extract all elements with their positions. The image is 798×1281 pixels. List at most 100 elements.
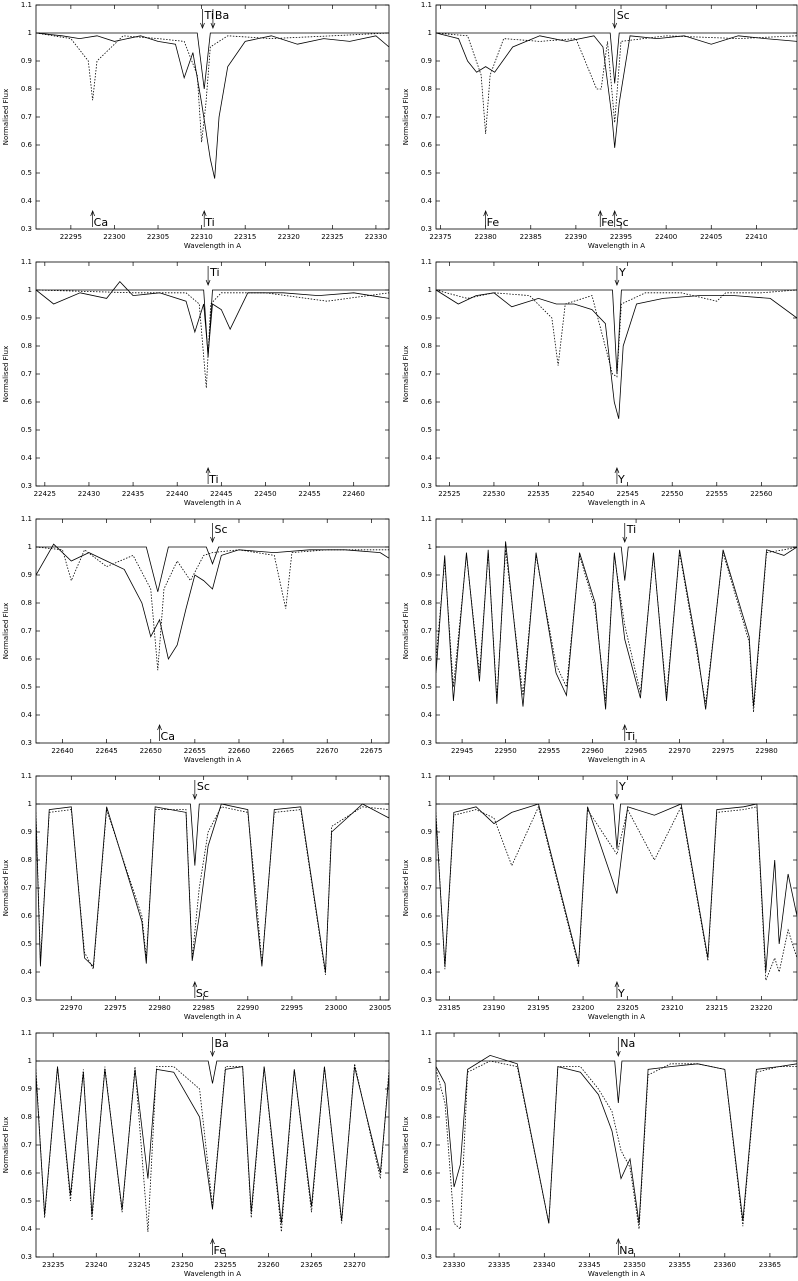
spectrum-line [436,289,797,419]
x-tick-label: 22550 [661,490,683,498]
y-tick-label: 0.3 [21,739,32,747]
y-tick-label: 0.8 [421,85,432,93]
x-tick-label: 22970 [60,1004,82,1012]
y-tick-label: 0.7 [421,884,432,892]
x-tick-label: 22545 [617,490,639,498]
x-tick-label: 22950 [494,747,516,755]
spectrum-line [36,1063,389,1232]
x-tick-label: 22380 [474,233,496,241]
spectrum-line [36,803,389,866]
y-tick-label: 0.5 [421,1197,432,1205]
element-label: Ti [626,523,636,536]
y-tick-label: 0.6 [21,398,33,406]
y-tick-label: 1 [28,800,32,808]
x-tick-label: 22435 [122,490,144,498]
y-tick-label: 0.8 [21,599,32,607]
x-tick-label: 22450 [254,490,276,498]
x-tick-label: 23330 [443,1261,465,1269]
y-tick-label: 0.7 [421,1141,432,1149]
x-tick-label: 22410 [745,233,767,241]
y-tick-label: 0.7 [21,884,32,892]
y-tick-label: 0.9 [421,828,432,836]
x-tick-label: 23185 [438,1004,460,1012]
arrow-head [200,22,205,29]
y-tick-label: 0.6 [21,655,33,663]
y-tick-label: 0.5 [21,1197,32,1205]
x-tick-label: 23340 [533,1261,555,1269]
y-tick-label: 1.1 [421,258,432,266]
arrow-head [597,210,603,217]
x-tick-label: 22985 [193,1004,215,1012]
y-tick-label: 0.5 [421,683,432,691]
y-tick-label: 0.9 [21,828,32,836]
x-axis-label: Wavelength in A [588,1270,645,1278]
arrow-head [612,210,618,217]
y-tick-label: 1 [428,543,432,551]
spectrum-line [36,543,389,661]
y-tick-label: 0.8 [421,599,432,607]
y-tick-label: 0.9 [21,314,32,322]
y-tick-label: 0.4 [421,711,433,719]
arrow-head [615,1050,621,1057]
y-tick-label: 0.3 [21,482,32,490]
y-tick-label: 0.4 [421,1225,433,1233]
arrow-head [483,210,488,217]
y-axis-label: Normalised Flux [2,89,10,145]
y-axis-label: Normalised Flux [402,346,410,402]
y-tick-label: 1.1 [421,515,432,523]
y-tick-label: 0.4 [21,711,33,719]
spectrum-line [36,546,389,671]
y-axis-label: Normalised Flux [402,603,410,659]
spectrum-line [36,32,389,90]
x-tick-label: 22980 [755,747,777,755]
arrow-head [90,210,95,217]
arrow-head [622,724,628,731]
y-tick-label: 0.7 [21,370,32,378]
element-label: Ti [204,216,214,229]
x-tick-label: 22525 [438,490,460,498]
y-axis-label: Normalised Flux [402,89,410,145]
element-label: Fe [214,1244,227,1257]
x-tick-label: 23240 [85,1261,107,1269]
x-tick-label: 22330 [365,233,387,241]
x-tick-label: 22540 [572,490,594,498]
x-tick-label: 22980 [148,1004,170,1012]
arrow-head [210,22,216,29]
x-tick-label: 22650 [140,747,162,755]
plot-frame [35,4,390,230]
spectrum-line [436,541,797,710]
y-tick-label: 0.3 [421,739,432,747]
y-tick-label: 0.3 [21,225,32,233]
spectrum-line [36,289,389,358]
x-tick-label: 22455 [298,490,320,498]
spectrum-line [36,32,389,143]
arrow-head [192,793,198,800]
x-tick-label: 22990 [237,1004,259,1012]
y-tick-label: 0.3 [21,996,32,1004]
y-tick-label: 0.8 [421,856,432,864]
x-tick-label: 23345 [578,1261,600,1269]
arrow-head [210,1238,215,1245]
arrow-head [615,1238,621,1245]
element-label: Ca [94,216,108,229]
x-tick-label: 22945 [451,747,473,755]
y-tick-label: 0.7 [421,627,432,635]
y-tick-label: 1.1 [21,515,32,523]
x-tick-label: 22320 [278,233,300,241]
x-tick-label: 22535 [527,490,549,498]
spectrum-line [436,805,797,981]
element-label: Sc [617,9,630,22]
x-tick-label: 22430 [78,490,100,498]
spectrum-line [36,280,389,355]
x-tick-label: 23250 [171,1261,193,1269]
element-label: Y [618,266,626,279]
spectrum-line [436,32,797,134]
element-label: Na [620,1037,635,1050]
x-tick-label: 22405 [700,233,722,241]
arrow-head [612,22,618,29]
y-tick-label: 0.6 [21,1169,33,1177]
x-tick-label: 23355 [669,1261,691,1269]
y-tick-label: 0.9 [421,314,432,322]
y-tick-label: 0.7 [421,113,432,121]
spectrum-line [436,32,797,84]
